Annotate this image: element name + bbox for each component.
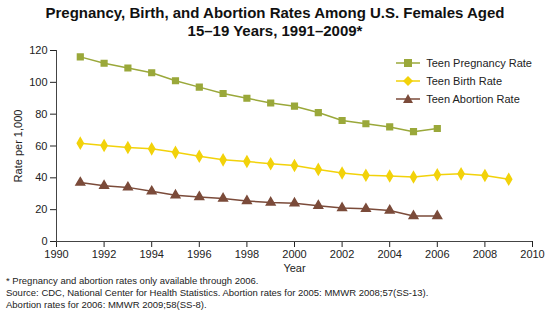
html-text:Abortion rates for 2006: MMWR: Abortion rates for 2006: MMWR 2009;58(SS… bbox=[6, 299, 207, 310]
svg-text:0: 0 bbox=[41, 235, 47, 247]
svg-text:2008: 2008 bbox=[473, 248, 497, 260]
html-text:Source: CDC, National Center f: Source: CDC, National Center for Health … bbox=[6, 287, 429, 298]
svg-text:2006: 2006 bbox=[425, 248, 449, 260]
html-text:Teen Birth Rate: Teen Birth Rate bbox=[426, 75, 502, 87]
svg-text:80: 80 bbox=[35, 108, 47, 120]
html-text:Teen Abortion Rate: Teen Abortion Rate bbox=[426, 93, 520, 105]
svg-text:Rate per 1,000: Rate per 1,000 bbox=[12, 110, 24, 183]
svg-text:40: 40 bbox=[35, 171, 47, 183]
svg-text:100: 100 bbox=[29, 76, 47, 88]
svg-text:1992: 1992 bbox=[92, 248, 116, 260]
svg-text:20: 20 bbox=[35, 203, 47, 215]
svg-text:2000: 2000 bbox=[282, 248, 306, 260]
svg-text:60: 60 bbox=[35, 140, 47, 152]
html-text:Teen Pregnancy Rate: Teen Pregnancy Rate bbox=[426, 57, 532, 69]
html-text:* Pregnancy and abortion rates: * Pregnancy and abortion rates only avai… bbox=[6, 275, 259, 286]
html-text:Pregnancy, Birth, and Abortion: Pregnancy, Birth, and Abortion Rates Amo… bbox=[45, 4, 505, 39]
svg-text:120: 120 bbox=[29, 44, 47, 56]
svg-text:1996: 1996 bbox=[187, 248, 211, 260]
svg-text:2002: 2002 bbox=[330, 248, 354, 260]
svg-text:2004: 2004 bbox=[377, 248, 401, 260]
svg-text:1990: 1990 bbox=[44, 248, 68, 260]
svg-text:1994: 1994 bbox=[139, 248, 163, 260]
svg-text:2010: 2010 bbox=[520, 248, 544, 260]
svg-text:1998: 1998 bbox=[235, 248, 259, 260]
svg-text:Year: Year bbox=[283, 262, 306, 274]
